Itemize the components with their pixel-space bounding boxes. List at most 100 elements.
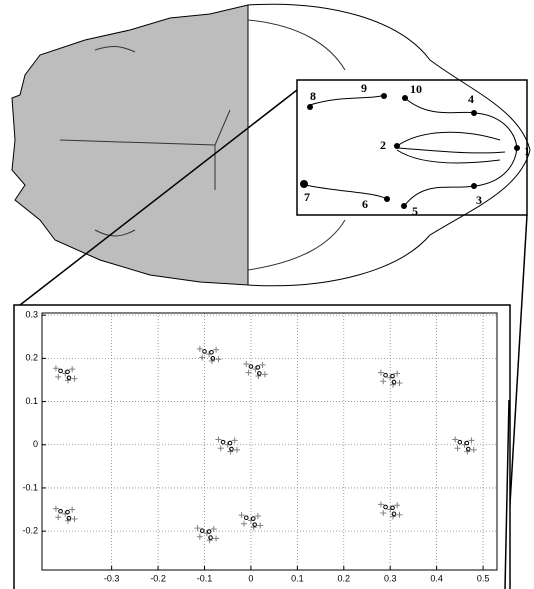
landmark-dot bbox=[394, 143, 400, 149]
point bbox=[71, 375, 78, 382]
point bbox=[464, 440, 470, 446]
y-tick-label: -0.2 bbox=[22, 526, 38, 536]
point bbox=[208, 535, 213, 540]
point bbox=[65, 369, 70, 375]
point bbox=[464, 448, 471, 455]
point bbox=[238, 512, 245, 519]
point bbox=[390, 373, 395, 379]
landmark-label: 10 bbox=[410, 82, 422, 96]
y-tick-label: 0 bbox=[33, 439, 38, 449]
point bbox=[254, 513, 261, 520]
landmark-dot bbox=[471, 183, 477, 189]
inset-box bbox=[296, 79, 528, 216]
point bbox=[245, 369, 252, 376]
y-tick-label: 0.3 bbox=[25, 310, 38, 320]
point bbox=[256, 371, 262, 376]
point bbox=[209, 350, 214, 355]
skull-inner bbox=[59, 19, 346, 271]
landmark-dot bbox=[300, 180, 308, 188]
point bbox=[394, 370, 401, 377]
point bbox=[202, 349, 207, 354]
point bbox=[234, 446, 240, 453]
point bbox=[231, 437, 238, 444]
x-tick-label: 0.3 bbox=[384, 573, 397, 583]
landmark-dot bbox=[381, 93, 387, 99]
point bbox=[199, 528, 205, 533]
point bbox=[71, 516, 78, 523]
point bbox=[55, 514, 62, 521]
point bbox=[213, 346, 220, 353]
plot-frame bbox=[41, 312, 498, 571]
point bbox=[196, 345, 203, 352]
point bbox=[468, 437, 475, 444]
point bbox=[206, 529, 212, 534]
skull-left bbox=[11, 4, 249, 286]
point bbox=[65, 509, 70, 515]
landmark-label: 9 bbox=[361, 81, 367, 95]
point bbox=[227, 448, 234, 455]
point bbox=[465, 446, 471, 452]
point bbox=[377, 501, 384, 508]
jaw-lines bbox=[304, 94, 518, 206]
landmark-dot bbox=[471, 110, 477, 116]
landmark-label: 2 bbox=[380, 138, 386, 152]
y-tick-label: 0.2 bbox=[25, 353, 38, 363]
landmark-label: 3 bbox=[476, 193, 482, 207]
point bbox=[208, 357, 215, 364]
x-tick-label: 0.4 bbox=[430, 573, 443, 583]
x-tick-label: 0 bbox=[248, 573, 253, 583]
point bbox=[377, 369, 384, 376]
point bbox=[210, 356, 216, 361]
point bbox=[396, 511, 403, 518]
point bbox=[470, 446, 477, 453]
point bbox=[215, 356, 222, 363]
landmark-dots bbox=[300, 93, 520, 209]
x-tick-label: 0.2 bbox=[338, 573, 351, 583]
landmark-dot bbox=[514, 145, 520, 151]
y-tick-label: 0.1 bbox=[25, 396, 38, 406]
landmark-label: 8 bbox=[310, 89, 316, 103]
point bbox=[248, 364, 254, 369]
x-tick-label: 0.1 bbox=[291, 573, 304, 583]
point bbox=[380, 509, 387, 516]
point bbox=[220, 439, 226, 445]
point bbox=[452, 436, 459, 443]
point bbox=[217, 445, 224, 452]
point bbox=[454, 445, 461, 452]
point bbox=[391, 511, 397, 517]
landmark-label: 1 bbox=[524, 144, 530, 158]
point bbox=[194, 525, 201, 532]
point bbox=[227, 440, 233, 446]
point bbox=[243, 515, 249, 521]
point bbox=[196, 533, 203, 540]
x-tick-label: -0.1 bbox=[197, 573, 213, 583]
point bbox=[390, 513, 396, 520]
landmark-label: 4 bbox=[468, 92, 474, 106]
point bbox=[206, 537, 213, 544]
point bbox=[65, 377, 71, 384]
point bbox=[255, 365, 261, 370]
landmark-dot bbox=[307, 104, 313, 110]
landmark-dot bbox=[401, 203, 407, 209]
point bbox=[383, 504, 388, 510]
zoom-line bbox=[504, 399, 510, 589]
point bbox=[65, 517, 71, 524]
landmark-label: 5 bbox=[412, 204, 418, 218]
point bbox=[58, 368, 63, 374]
point bbox=[199, 354, 206, 361]
point bbox=[210, 525, 217, 532]
point bbox=[250, 524, 257, 531]
landmark-label: 6 bbox=[362, 197, 368, 211]
point bbox=[396, 379, 403, 386]
point bbox=[66, 375, 72, 381]
x-tick-label: -0.2 bbox=[150, 573, 166, 583]
plot-box bbox=[13, 304, 511, 589]
point bbox=[250, 516, 256, 521]
point bbox=[261, 371, 268, 378]
x-tick-label: 0.5 bbox=[477, 573, 490, 583]
point bbox=[240, 520, 247, 527]
skull-right bbox=[247, 3, 531, 287]
point bbox=[457, 439, 463, 445]
point bbox=[390, 381, 396, 388]
landmark-dot bbox=[402, 95, 408, 101]
